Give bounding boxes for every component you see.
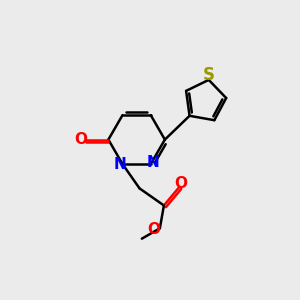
Text: S: S — [203, 65, 215, 83]
Text: N: N — [147, 155, 160, 170]
Text: O: O — [174, 176, 187, 191]
Text: O: O — [74, 132, 87, 147]
Text: O: O — [147, 222, 161, 237]
Text: N: N — [114, 157, 127, 172]
